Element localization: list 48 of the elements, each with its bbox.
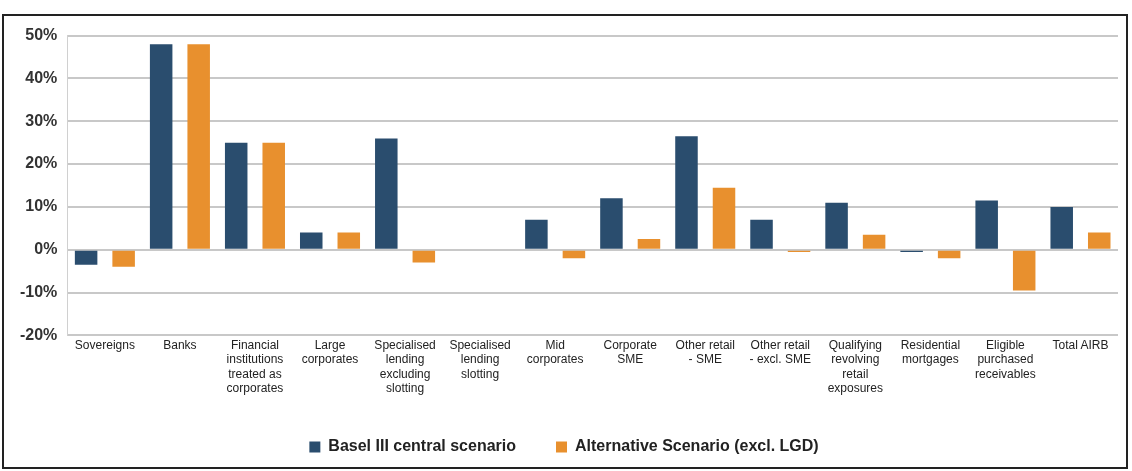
y-tick-label: -20% — [19, 325, 58, 343]
legend-label: Alternative Scenario (excl. LGD) — [575, 437, 819, 455]
x-tick-label: Corporate SME — [603, 337, 658, 367]
x-tick-label: Financial institutions treated as corporates — [226, 337, 284, 396]
legend-label: Basel III central scenario — [328, 437, 517, 455]
x-tick-label: Other retail - excl. SME — [749, 337, 811, 367]
y-tick-label: -10% — [19, 282, 58, 300]
y-tick-label: 30% — [25, 111, 58, 129]
y-tick-label: 10% — [25, 197, 58, 215]
bar — [149, 44, 173, 249]
bar — [187, 44, 210, 249]
bar — [262, 142, 285, 249]
y-tick-label: 50% — [25, 26, 58, 44]
bar — [712, 187, 736, 249]
bar — [600, 198, 623, 249]
bar — [562, 250, 586, 259]
bar — [975, 200, 998, 249]
y-tick-label: 20% — [25, 154, 58, 172]
bar — [337, 232, 361, 249]
x-tick-label: Eligible purchased receivables — [975, 337, 1036, 381]
bar — [675, 136, 698, 249]
x-tick-label: Total AIRB — [1052, 337, 1109, 352]
y-tick-label: 40% — [25, 68, 58, 86]
bar — [74, 250, 98, 265]
bar — [112, 250, 135, 267]
x-tick-label: Residential mortgages — [900, 337, 961, 367]
bar — [525, 219, 548, 249]
x-tick-label: Other retail - SME — [675, 337, 735, 367]
bar — [224, 142, 248, 249]
x-tick-label: Banks — [163, 337, 197, 352]
bar — [1087, 232, 1111, 249]
bar — [375, 138, 398, 249]
x-tick-label: Specialised lending excluding slotting — [374, 337, 436, 396]
bar — [750, 219, 773, 249]
bar — [637, 239, 661, 249]
x-tick-label: Qualifying revolving retail exposures — [827, 337, 884, 396]
bar — [1012, 250, 1036, 291]
bar — [1050, 206, 1073, 249]
bar — [412, 250, 436, 263]
bar — [862, 234, 886, 249]
x-tick-label: Specialised lending slotting — [449, 337, 511, 381]
x-tick-label: Sovereigns — [74, 337, 135, 352]
bar — [300, 232, 323, 249]
x-tick-label: Large corporates — [301, 337, 359, 367]
x-tick-label: Mid corporates — [526, 337, 584, 367]
y-tick-label: 0% — [34, 240, 58, 258]
bar — [937, 250, 961, 259]
bar — [825, 202, 848, 249]
